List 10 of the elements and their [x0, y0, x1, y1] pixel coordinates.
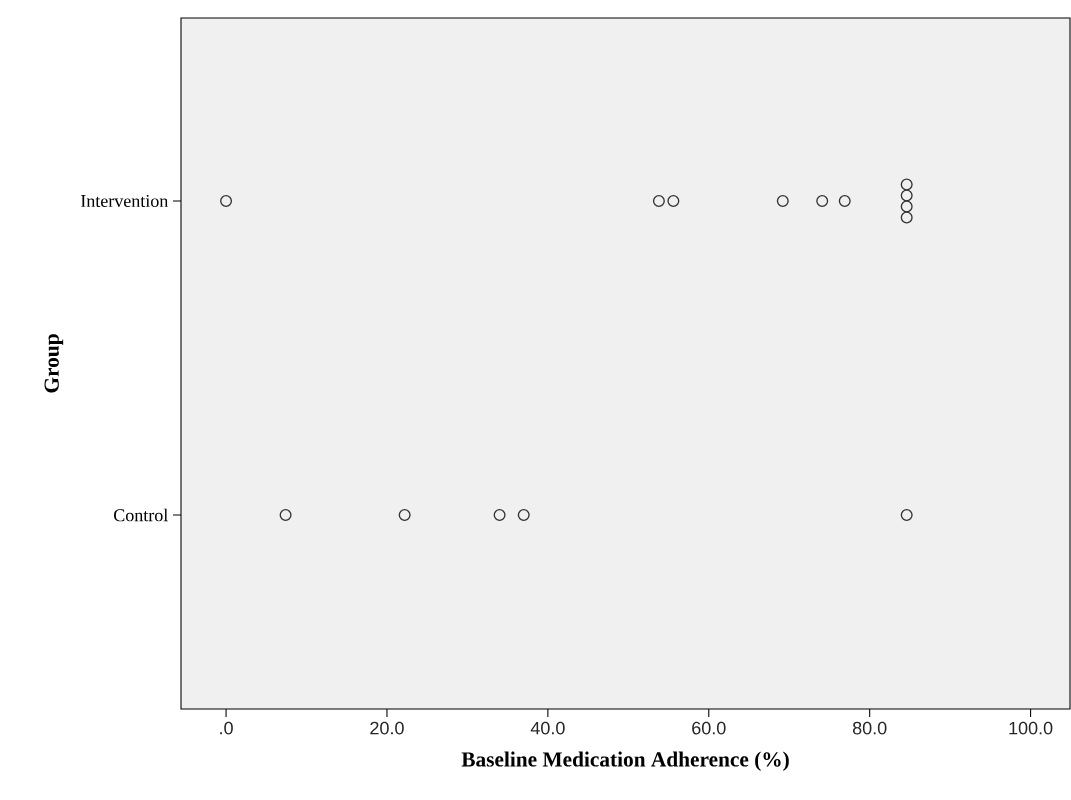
y-tick-label: Intervention [80, 194, 169, 208]
x-tick-label: 80.0 [852, 721, 887, 735]
x-tick-label: 40.0 [530, 721, 565, 735]
x-tick-label: .0 [220, 721, 233, 735]
y-tick-label: Control [114, 508, 168, 522]
y-axis-title: Group [44, 334, 64, 393]
x-tick-label: 100.0 [1009, 721, 1053, 735]
x-tick-label: 20.0 [370, 721, 404, 735]
x-axis-title: Baseline Medication Adherence (%) [461, 751, 789, 771]
x-tick-label: 60.0 [692, 721, 726, 735]
